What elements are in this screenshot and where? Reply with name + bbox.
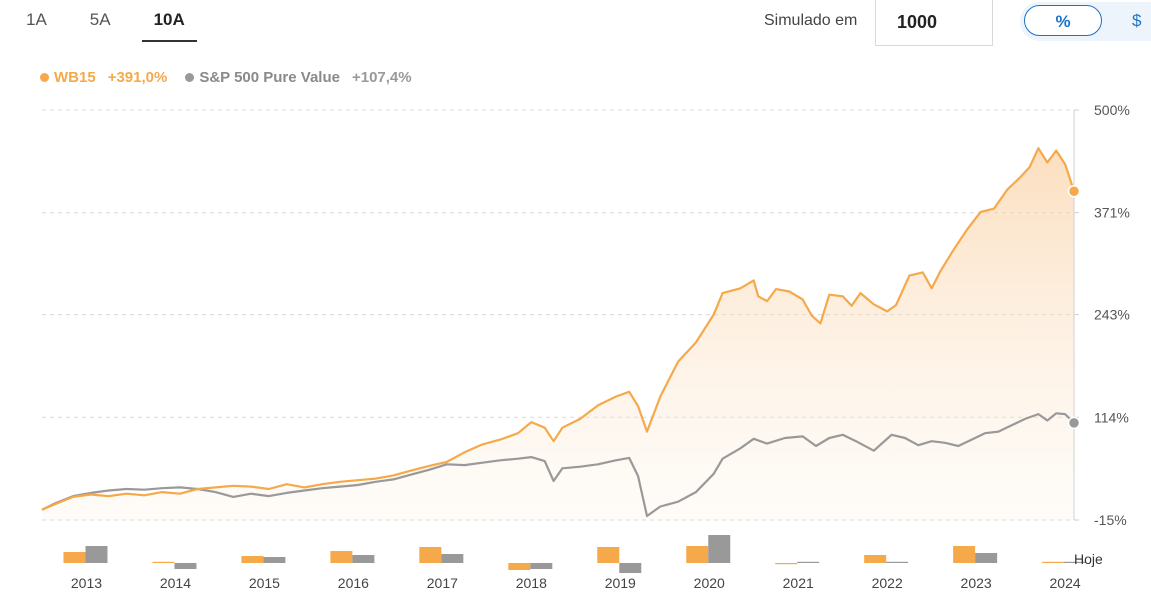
period-tabs: 1A 5A 10A	[26, 0, 240, 42]
x-tick-label: 2013	[71, 575, 102, 591]
bar-sp500-2021	[797, 561, 820, 563]
x-tick-label: 2020	[694, 575, 725, 591]
bar-sp500-2014	[174, 563, 197, 569]
x-tick-label: 2022	[872, 575, 903, 591]
x-tick-label: 2023	[961, 575, 992, 591]
tab-5a[interactable]: 5A	[89, 10, 111, 29]
tab-1a[interactable]: 1A	[26, 10, 47, 29]
y-tick-label: 243%	[1094, 307, 1130, 323]
x-tick-label: 2024	[1050, 575, 1081, 591]
x-tick-label: 2021	[783, 575, 814, 591]
bar-sp500-2020	[708, 535, 731, 563]
bar-wb15-2015	[241, 556, 264, 563]
bar-wb15-2022	[864, 555, 887, 563]
series-line-wb15	[41, 147, 1076, 511]
tab-10a[interactable]: 10A	[141, 0, 197, 42]
legend-dot-wb15	[40, 73, 49, 82]
bar-sp500-2017	[441, 554, 464, 563]
x-tick-label: 2016	[338, 575, 369, 591]
legend-value-sp500: +107,4%	[351, 69, 412, 86]
bar-sp500-2015	[263, 557, 286, 563]
simulated-label: Simulado em	[764, 12, 858, 29]
bar-wb15-2014	[152, 561, 175, 563]
bar-wb15-2021	[775, 563, 798, 565]
bar-wb15-2019	[597, 547, 620, 563]
legend-item-wb15[interactable]: WB15 +391,0%	[40, 69, 167, 86]
unit-toggle: % $	[1020, 2, 1151, 41]
x-tick-label: 2015	[249, 575, 280, 591]
legend-value-wb15: +391,0%	[107, 69, 168, 86]
legend-name-wb15: WB15	[54, 69, 96, 86]
y-tick-label: 371%	[1094, 205, 1130, 221]
bar-wb15-2013	[63, 552, 86, 563]
bar-sp500-2016	[352, 555, 375, 563]
bar-wb15-2018	[508, 563, 531, 570]
x-tick-label: 2018	[516, 575, 547, 591]
series-end-point-wb15	[1067, 184, 1081, 198]
bar-sp500-2019	[619, 563, 642, 573]
legend-item-sp500[interactable]: S&P 500 Pure Value +107,4%	[185, 69, 412, 86]
bar-wb15-2023	[953, 546, 976, 563]
bar-wb15-2024	[1042, 561, 1065, 563]
bar-sp500-2022	[886, 561, 909, 563]
series-end-point-s-p-500-pure-value	[1067, 416, 1081, 430]
chart-legend: WB15 +391,0% S&P 500 Pure Value +107,4%	[40, 69, 430, 86]
series-line-s-p-500-pure-value	[41, 412, 1075, 518]
y-tick-label: -15%	[1094, 512, 1127, 528]
bar-wb15-2016	[330, 551, 353, 563]
y-tick-label: 114%	[1094, 409, 1129, 425]
percent-toggle-button[interactable]: %	[1024, 5, 1102, 36]
bar-wb15-2017	[419, 547, 442, 563]
series-area-wb15	[42, 148, 1074, 520]
simulated-amount-input[interactable]: 1000	[875, 0, 993, 46]
x-tick-label: 2014	[160, 575, 191, 591]
legend-name-sp500: S&P 500 Pure Value	[199, 69, 340, 86]
legend-dot-sp500	[185, 73, 195, 82]
y-tick-label: 500%	[1094, 102, 1130, 118]
bar-sp500-2013	[85, 546, 108, 563]
bar-sp500-2024	[1064, 561, 1087, 563]
dollar-toggle-button[interactable]: $	[1132, 11, 1142, 30]
today-label: Hoje	[1074, 551, 1103, 567]
x-tick-label: 2017	[427, 575, 458, 591]
bar-sp500-2023	[975, 553, 998, 563]
x-tick-label: 2019	[605, 575, 636, 591]
bar-wb15-2020	[686, 546, 709, 563]
bar-sp500-2018	[530, 563, 553, 569]
